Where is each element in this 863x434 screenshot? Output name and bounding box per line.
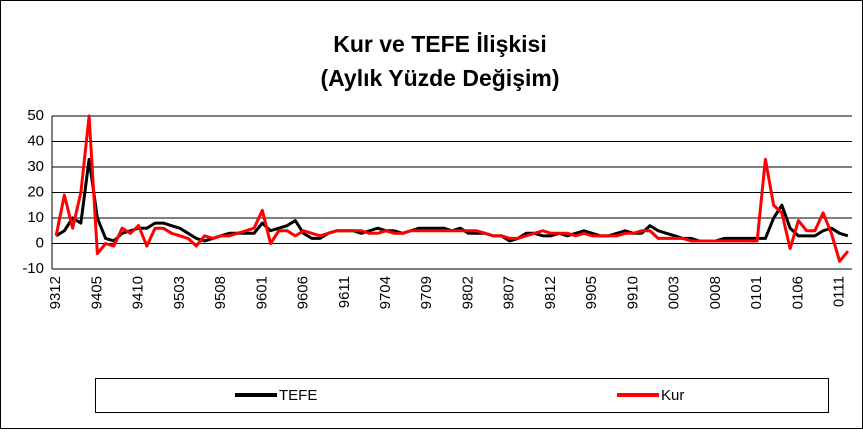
x-tick-label: 9905 [583,276,600,309]
series-line [54,114,850,263]
x-tick-label: 9807 [501,276,518,309]
x-tick-label: 9611 [336,276,353,308]
legend-label: TEFE [279,387,317,404]
chart-subtitle: (Aylık Yüzde Değişim) [320,65,559,91]
x-tick-label: 0106 [789,276,806,309]
y-tick-label: 40 [27,132,44,149]
x-tick-label: 9704 [377,276,394,309]
x-tick-label: 0101 [748,276,765,309]
x-tick-label: 9910 [624,276,641,309]
x-tick-label: 9601 [253,276,270,309]
x-tick-label: 9812 [542,276,559,309]
x-tick-label: 9503 [171,276,188,309]
x-tick-label: 9405 [88,276,105,309]
y-tick-label: 30 [27,158,44,175]
x-tick-label: 9508 [212,276,229,309]
x-tick-label: 0008 [707,276,724,309]
x-tick-label: 9709 [418,276,435,309]
chart-title: Kur ve TEFE İlişkisi [333,31,546,57]
y-tick-label: 50 [27,107,44,124]
x-tick-label: 0111 [831,276,848,307]
y-tick-label: 20 [27,183,44,200]
y-tick-label: -10 [22,260,44,277]
x-tick-label: 9410 [130,276,147,309]
y-tick-label: 10 [27,209,44,226]
legend-label: Kur [661,387,684,404]
x-tick-label: 9802 [459,276,476,309]
y-tick-label: 0 [36,234,44,251]
x-tick-label: 0003 [666,276,683,309]
legend-box [95,378,829,413]
x-tick-label: 9312 [47,276,64,309]
x-tick-label: 9606 [295,276,312,309]
